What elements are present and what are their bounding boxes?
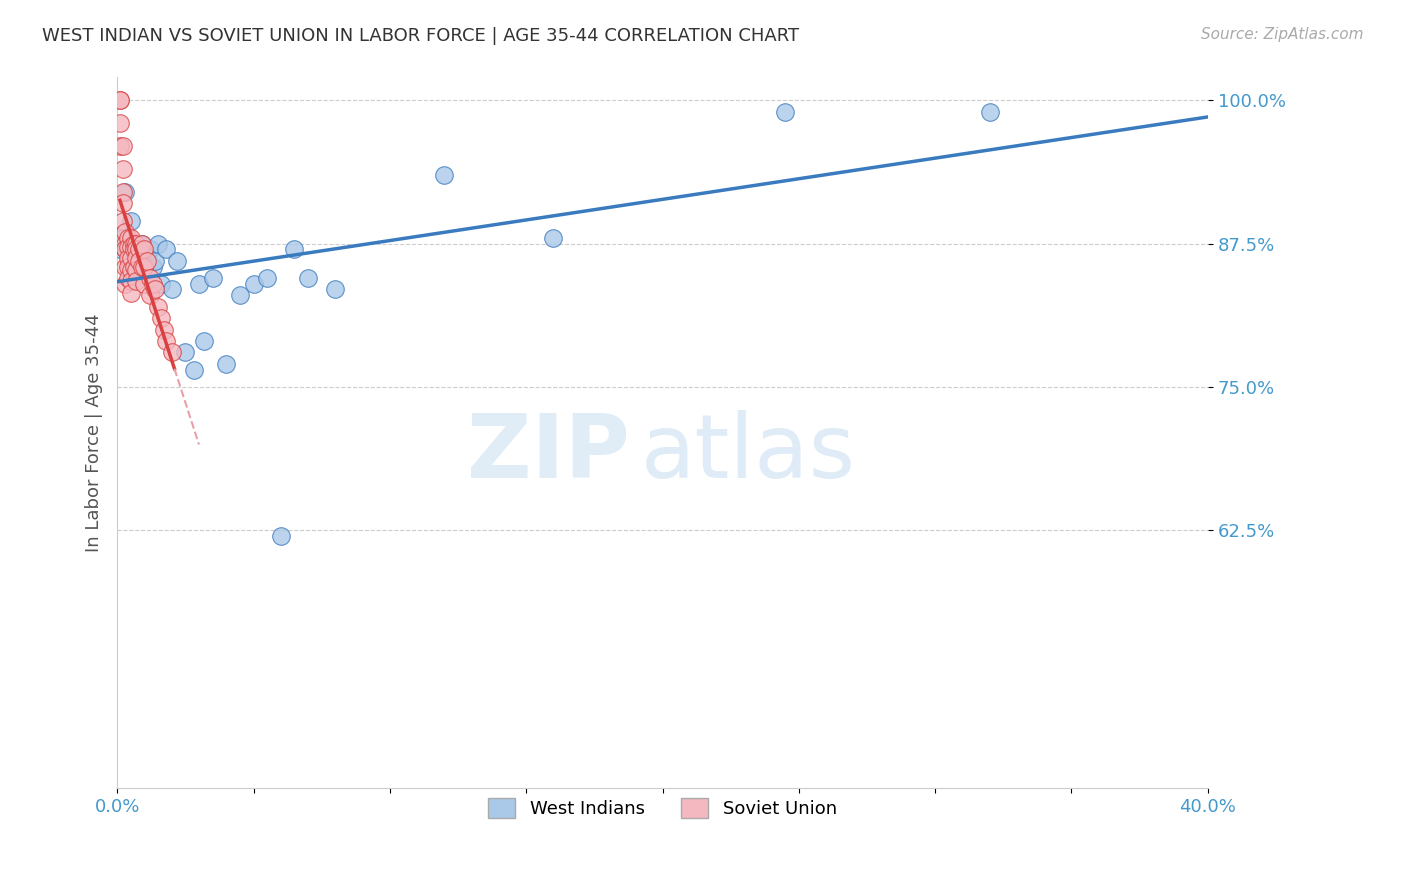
Point: [114, 225, 136, 239]
Point: [142, 260, 165, 274]
Point: [128, 243, 150, 257]
Point: [111, 185, 134, 199]
Point: [188, 277, 211, 291]
Point: [229, 288, 252, 302]
Point: [122, 236, 145, 251]
Point: [125, 236, 148, 251]
Point: [122, 236, 145, 251]
Point: [143, 253, 166, 268]
Point: [139, 288, 162, 302]
Point: [256, 271, 278, 285]
Point: [160, 345, 183, 359]
Point: [142, 277, 165, 291]
Point: [160, 282, 183, 296]
Text: ZIP: ZIP: [467, 410, 630, 498]
Point: [114, 236, 136, 251]
Point: [122, 260, 145, 274]
Point: [114, 243, 136, 257]
Point: [134, 243, 156, 257]
Point: [131, 236, 153, 251]
Point: [114, 260, 136, 274]
Text: atlas: atlas: [641, 410, 856, 498]
Point: [155, 334, 177, 348]
Point: [117, 231, 139, 245]
Point: [108, 139, 131, 153]
Point: [122, 260, 145, 274]
Point: [773, 104, 796, 119]
Point: [139, 271, 162, 285]
Point: [117, 260, 139, 274]
Point: [297, 271, 319, 285]
Point: [149, 277, 172, 291]
Point: [120, 248, 142, 262]
Point: [183, 362, 205, 376]
Point: [283, 243, 305, 257]
Point: [117, 271, 139, 285]
Point: [152, 322, 174, 336]
Point: [128, 253, 150, 268]
Point: [125, 260, 148, 274]
Point: [149, 311, 172, 326]
Point: [143, 282, 166, 296]
Point: [108, 94, 131, 108]
Legend: West Indians, Soviet Union: West Indians, Soviet Union: [481, 790, 844, 825]
Point: [166, 253, 188, 268]
Point: [215, 357, 238, 371]
Point: [120, 240, 142, 254]
Point: [128, 253, 150, 268]
Point: [136, 253, 159, 268]
Point: [125, 252, 148, 266]
Point: [433, 168, 456, 182]
Point: [108, 243, 131, 257]
Point: [136, 248, 159, 262]
Point: [114, 277, 136, 291]
Point: [139, 243, 162, 257]
Point: [120, 252, 142, 266]
Point: [242, 277, 264, 291]
Point: [108, 116, 131, 130]
Point: [117, 236, 139, 251]
Point: [120, 274, 142, 288]
Point: [134, 260, 156, 274]
Point: [134, 260, 156, 274]
Text: WEST INDIAN VS SOVIET UNION IN LABOR FORCE | AGE 35-44 CORRELATION CHART: WEST INDIAN VS SOVIET UNION IN LABOR FOR…: [42, 27, 799, 45]
Point: [111, 213, 134, 227]
Point: [131, 260, 153, 274]
Point: [323, 282, 346, 296]
Point: [120, 263, 142, 277]
Text: Source: ZipAtlas.com: Source: ZipAtlas.com: [1201, 27, 1364, 42]
Point: [201, 271, 224, 285]
Point: [120, 231, 142, 245]
Point: [111, 196, 134, 211]
Point: [270, 529, 292, 543]
Point: [134, 243, 156, 257]
Point: [122, 243, 145, 257]
Point: [193, 334, 215, 348]
Point: [543, 231, 565, 245]
Point: [979, 104, 1001, 119]
Point: [131, 236, 153, 251]
Point: [117, 240, 139, 254]
Point: [146, 300, 169, 314]
Point: [155, 243, 177, 257]
Point: [125, 274, 148, 288]
Point: [114, 243, 136, 257]
Point: [134, 277, 156, 291]
Point: [114, 185, 136, 199]
Point: [111, 162, 134, 177]
Point: [117, 252, 139, 266]
Point: [111, 139, 134, 153]
Point: [125, 263, 148, 277]
Point: [128, 243, 150, 257]
Point: [111, 231, 134, 245]
Point: [125, 243, 148, 257]
Point: [146, 236, 169, 251]
Y-axis label: In Labor Force | Age 35-44: In Labor Force | Age 35-44: [86, 313, 103, 552]
Point: [125, 243, 148, 257]
Point: [120, 213, 142, 227]
Point: [108, 94, 131, 108]
Point: [174, 345, 197, 359]
Point: [120, 285, 142, 300]
